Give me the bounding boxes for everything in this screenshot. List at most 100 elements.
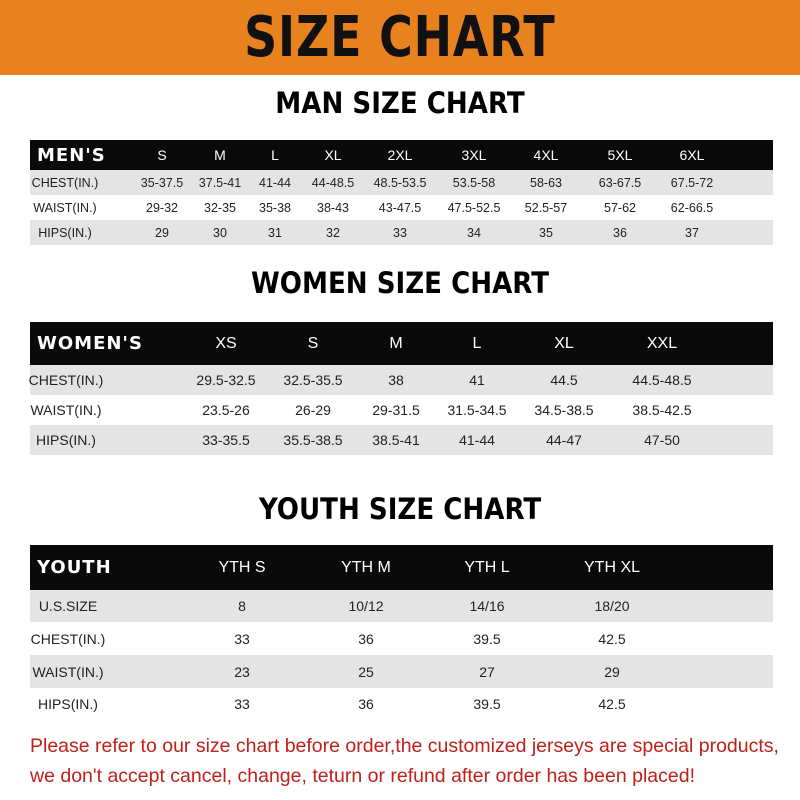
youth-section-title: YOUTH SIZE CHART bbox=[258, 492, 542, 526]
men-header-row: MEN'S S M L XL 2XL 3XL 4XL 5XL 6XL bbox=[30, 140, 773, 170]
measurement-value: 33-35.5 bbox=[202, 432, 250, 448]
size-header: YTH L bbox=[464, 558, 510, 576]
measurement-label: WAIST(IN.) bbox=[33, 200, 97, 215]
measurement-value: 52.5-57 bbox=[524, 200, 568, 215]
measurement-value: 14/16 bbox=[469, 598, 505, 614]
measurement-value: 36 bbox=[613, 225, 627, 240]
men-section-title: MAN SIZE CHART bbox=[275, 86, 525, 120]
measurement-value: 58-63 bbox=[530, 175, 562, 190]
size-header: YTH S bbox=[218, 558, 266, 576]
measurement-value: 47.5-52.5 bbox=[447, 200, 501, 215]
measurement-value: 33 bbox=[234, 630, 250, 647]
measurement-value: 34 bbox=[467, 225, 481, 240]
measurement-value: 27 bbox=[479, 663, 495, 680]
measurement-value: 36 bbox=[358, 630, 374, 647]
size-header: 6XL bbox=[679, 147, 705, 163]
table-row: HIPS(IN.) 29 30 31 32 33 34 35 36 37 bbox=[30, 220, 773, 245]
table-row: CHEST(IN.) 35-37.5 37.5-41 41-44 44-48.5 48.5… bbox=[30, 170, 773, 195]
size-chart-banner: SIZE CHART bbox=[0, 0, 800, 75]
women-header-row: WOMEN'S XS S M L XL XXL bbox=[30, 322, 773, 365]
measurement-value: 33 bbox=[234, 696, 250, 712]
measurement-value: 62-66.5 bbox=[670, 200, 714, 215]
women-section-title: WOMEN SIZE CHART bbox=[251, 266, 549, 300]
measurement-value: 32-35 bbox=[204, 200, 236, 215]
measurement-value: 29-32 bbox=[146, 200, 178, 215]
youth-size-table: YOUTH YTH S YTH M YTH L YTH XL U.S.SIZE 8 10/12… bbox=[30, 545, 773, 720]
measurement-value: 30 bbox=[213, 225, 227, 240]
measurement-value: 47-50 bbox=[644, 432, 680, 448]
size-header: S bbox=[157, 147, 167, 163]
size-header: 3XL bbox=[461, 147, 487, 163]
table-row: U.S.SIZE 8 10/12 14/16 18/20 bbox=[30, 590, 773, 622]
youth-header-row: YOUTH YTH S YTH M YTH L YTH XL bbox=[30, 545, 773, 590]
men-header-label: MEN'S bbox=[37, 144, 106, 166]
measurement-value: 32.5-35.5 bbox=[283, 372, 343, 388]
measurement-value: 23.5-26 bbox=[202, 402, 250, 418]
measurement-label: CHEST(IN.) bbox=[31, 175, 99, 190]
size-header: YTH M bbox=[341, 558, 391, 576]
measurement-label: U.S.SIZE bbox=[38, 598, 98, 614]
measurement-value: 18/20 bbox=[594, 598, 630, 614]
measurement-value: 57-62 bbox=[604, 200, 636, 215]
size-header: L bbox=[271, 147, 279, 163]
size-header: 2XL bbox=[387, 147, 413, 163]
measurement-value: 44.5 bbox=[550, 372, 578, 388]
youth-header-label: YOUTH bbox=[37, 557, 112, 578]
measurement-value: 25 bbox=[358, 663, 374, 680]
size-header: 4XL bbox=[533, 147, 559, 163]
table-row: HIPS(IN.) 33-35.5 35.5-38.5 38.5-41 41-44 44-… bbox=[30, 425, 773, 455]
measurement-value: 38-43 bbox=[317, 200, 349, 215]
measurement-value: 43-47.5 bbox=[378, 200, 422, 215]
measurement-value: 44-47 bbox=[546, 432, 582, 448]
measurement-value: 29-31.5 bbox=[372, 402, 420, 418]
size-header: XXL bbox=[646, 334, 678, 352]
women-header-label: WOMEN'S bbox=[37, 333, 143, 354]
table-row: CHEST(IN.) 29.5-32.5 32.5-35.5 38 41 44.5 44.5… bbox=[28, 365, 773, 395]
measurement-value: 38.5-42.5 bbox=[632, 402, 692, 418]
measurement-value: 37.5-41 bbox=[198, 175, 242, 190]
measurement-value: 35 bbox=[539, 225, 553, 240]
measurement-value: 41 bbox=[469, 372, 485, 388]
measurement-value: 38.5-41 bbox=[372, 432, 420, 448]
measurement-value: 33 bbox=[393, 225, 407, 240]
measurement-value: 63-67.5 bbox=[598, 175, 642, 190]
measurement-value: 29.5-32.5 bbox=[196, 372, 256, 388]
measurement-value: 53.5-58 bbox=[452, 175, 496, 190]
women-size-table: WOMEN'S XS S M L XL XXL CHEST(IN.) 29.5-32.5 32.5… bbox=[28, 322, 773, 455]
measurement-value: 39.5 bbox=[473, 630, 501, 647]
table-row: HIPS(IN.) 33 36 39.5 42.5 bbox=[30, 688, 773, 720]
measurement-value: 48.5-53.5 bbox=[373, 175, 427, 190]
measurement-value: 8 bbox=[238, 598, 246, 614]
measurement-value: 36 bbox=[358, 696, 374, 712]
measurement-value: 29 bbox=[604, 663, 620, 680]
order-note-line-1: Please refer to our size chart before or… bbox=[30, 735, 779, 757]
measurement-label: CHEST(IN.) bbox=[30, 630, 106, 647]
measurement-value: 42.5 bbox=[598, 696, 626, 712]
size-header: M bbox=[389, 334, 403, 352]
measurement-value: 41-44 bbox=[459, 432, 495, 448]
size-header: XS bbox=[215, 334, 237, 352]
measurement-value: 44-48.5 bbox=[311, 175, 355, 190]
measurement-label: WAIST(IN.) bbox=[30, 402, 102, 418]
measurement-value: 42.5 bbox=[598, 630, 626, 647]
table-row: WAIST(IN.) 29-32 32-35 35-38 38-43 43-47.5 47.… bbox=[30, 195, 773, 220]
size-header: XL bbox=[324, 147, 342, 163]
measurement-value: 67.5-72 bbox=[670, 175, 714, 190]
measurement-value: 37 bbox=[685, 225, 699, 240]
table-row: CHEST(IN.) 33 36 39.5 42.5 bbox=[30, 622, 773, 655]
measurement-value: 23 bbox=[234, 663, 250, 680]
measurement-label: WAIST(IN.) bbox=[32, 663, 104, 680]
measurement-value: 41-44 bbox=[259, 175, 291, 190]
table-row: WAIST(IN.) 23 25 27 29 bbox=[30, 655, 773, 688]
measurement-label: CHEST(IN.) bbox=[28, 372, 104, 388]
measurement-value: 35-38 bbox=[259, 200, 291, 215]
measurement-label: HIPS(IN.) bbox=[38, 225, 92, 240]
size-header: 5XL bbox=[607, 147, 633, 163]
table-row: WAIST(IN.) 23.5-26 26-29 29-31.5 31.5-34.5 34… bbox=[30, 395, 773, 425]
size-header: YTH XL bbox=[583, 558, 641, 576]
measurement-value: 34.5-38.5 bbox=[534, 402, 594, 418]
size-header: M bbox=[214, 147, 226, 163]
measurement-value: 31 bbox=[268, 225, 282, 240]
measurement-value: 32 bbox=[326, 225, 340, 240]
banner-title: SIZE CHART bbox=[244, 5, 556, 70]
